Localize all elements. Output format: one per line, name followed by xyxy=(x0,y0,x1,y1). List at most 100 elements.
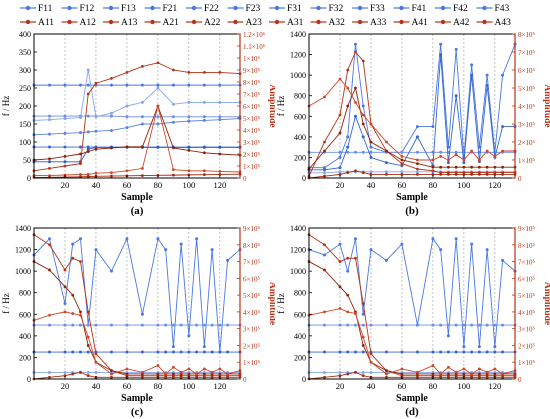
frequency-point xyxy=(156,86,160,90)
legend-marker-f11 xyxy=(25,5,31,11)
amplitude-point xyxy=(110,369,113,373)
legend-label-a12: A12 xyxy=(80,18,97,28)
frequency-point xyxy=(477,145,481,149)
frequency-point xyxy=(477,350,481,354)
amplitude-point xyxy=(179,370,183,374)
y-tick-label: 1200 xyxy=(290,51,306,60)
amplitude-point xyxy=(110,77,113,80)
amplitude-point xyxy=(400,367,404,371)
amplitude-point xyxy=(323,174,326,178)
y2-axis-label: Amplitude xyxy=(542,282,550,325)
frequency-point xyxy=(156,83,160,87)
legend-label-f13: F13 xyxy=(121,4,136,14)
frequency-point xyxy=(322,323,326,327)
frequency-point xyxy=(415,170,419,174)
frequency-point xyxy=(156,122,160,126)
y2-tick-label: 9×10⁵ xyxy=(518,225,535,233)
amplitude-point xyxy=(501,372,505,376)
frequency-point xyxy=(78,145,82,149)
amplitude-point xyxy=(385,369,388,373)
frequency-point xyxy=(218,350,222,354)
legend-marker-a12 xyxy=(67,19,72,25)
amplitude-point xyxy=(218,367,222,371)
frequency-point xyxy=(462,350,466,354)
frequency-point xyxy=(140,350,144,354)
panel-label: (b) xyxy=(405,205,419,217)
amplitude-point xyxy=(477,367,481,371)
amplitude-point xyxy=(110,171,113,175)
frequency-point xyxy=(346,269,350,273)
amplitude-point xyxy=(323,310,326,314)
amplitude-point xyxy=(369,360,373,364)
y-tick-label: 200 xyxy=(19,353,31,362)
frequency-point xyxy=(485,73,489,77)
frequency-point xyxy=(353,350,357,354)
y2-axis-label: Amplitude xyxy=(267,282,275,325)
amplitude-point xyxy=(323,375,326,379)
y2-tick-label: 5×10⁵ xyxy=(243,292,260,300)
frequency-point xyxy=(187,323,191,327)
frequency-point xyxy=(462,161,466,165)
amplitude-point xyxy=(71,256,75,260)
y2-tick-label: 1×10⁶ xyxy=(243,55,260,63)
frequency-point xyxy=(361,323,365,327)
amplitude-point xyxy=(323,95,326,99)
amplitude-point xyxy=(462,165,466,169)
y2-tick-label: 5×10⁵ xyxy=(518,85,535,93)
amplitude-point xyxy=(323,243,326,247)
amplitude-point xyxy=(141,65,144,68)
amplitude-point xyxy=(416,173,419,176)
y2-tick-label: 2×10⁵ xyxy=(518,139,535,147)
amplitude-point xyxy=(462,158,466,162)
frequency-point xyxy=(179,350,183,354)
amplitude-point xyxy=(187,372,191,376)
frequency-point xyxy=(400,150,404,154)
frequency-point xyxy=(109,83,113,87)
amplitude-point xyxy=(79,152,82,156)
amplitude-point xyxy=(338,113,342,117)
frequency-point xyxy=(210,248,214,252)
y2-tick-label: 6×10⁵ xyxy=(518,67,535,75)
frequency-point xyxy=(400,170,404,174)
frequency-point xyxy=(47,371,51,375)
legend-label-f21: F21 xyxy=(163,4,178,14)
legend-marker-f43 xyxy=(482,5,487,11)
y2-tick-label: 7×10⁵ xyxy=(518,49,535,57)
y2-tick-label: 0 xyxy=(243,376,247,384)
amplitude-point xyxy=(94,360,98,364)
y-tick-label: 400 xyxy=(294,332,306,341)
frequency-point xyxy=(369,323,373,327)
legend-marker-f42 xyxy=(440,5,446,11)
frequency-point xyxy=(63,145,67,149)
frequency-point xyxy=(415,350,419,354)
frequency-point xyxy=(439,323,443,327)
amplitude-point xyxy=(493,173,497,176)
frequency-point xyxy=(361,135,365,139)
frequency-point xyxy=(454,47,458,51)
amplitude-point xyxy=(338,173,342,176)
amplitude-point xyxy=(361,344,365,347)
y2-tick-label: 1×10⁵ xyxy=(518,157,535,165)
amplitude-point xyxy=(94,147,98,151)
y-tick-label: 600 xyxy=(294,112,306,121)
amplitude-point xyxy=(323,268,326,272)
y2-tick-label: 3×10⁵ xyxy=(243,326,260,334)
amplitude-point xyxy=(218,170,222,173)
frequency-point xyxy=(171,323,175,327)
frequency-point xyxy=(171,83,175,87)
frequency-point xyxy=(226,323,230,327)
amplitude-point xyxy=(86,344,90,347)
amplitude-point xyxy=(477,158,481,162)
y-tick-label: 200 xyxy=(294,353,306,362)
frequency-point xyxy=(78,83,82,87)
y2-tick-label: 8×10⁵ xyxy=(243,242,260,250)
amplitude-point xyxy=(385,372,388,376)
y2-tick-label: 3×10⁵ xyxy=(518,121,535,129)
amplitude-point xyxy=(202,151,206,155)
amplitude-point xyxy=(485,165,489,169)
chart-legend: F11 F12 F13 F21 F22 F23 F31 F32 F33 F41 F42 F43 A11 A… xyxy=(20,4,511,28)
y2-tick-label: 5×10⁵ xyxy=(243,115,260,123)
amplitude-point xyxy=(439,372,443,376)
x-tick-label: 40 xyxy=(92,381,101,391)
frequency-point xyxy=(470,73,474,77)
